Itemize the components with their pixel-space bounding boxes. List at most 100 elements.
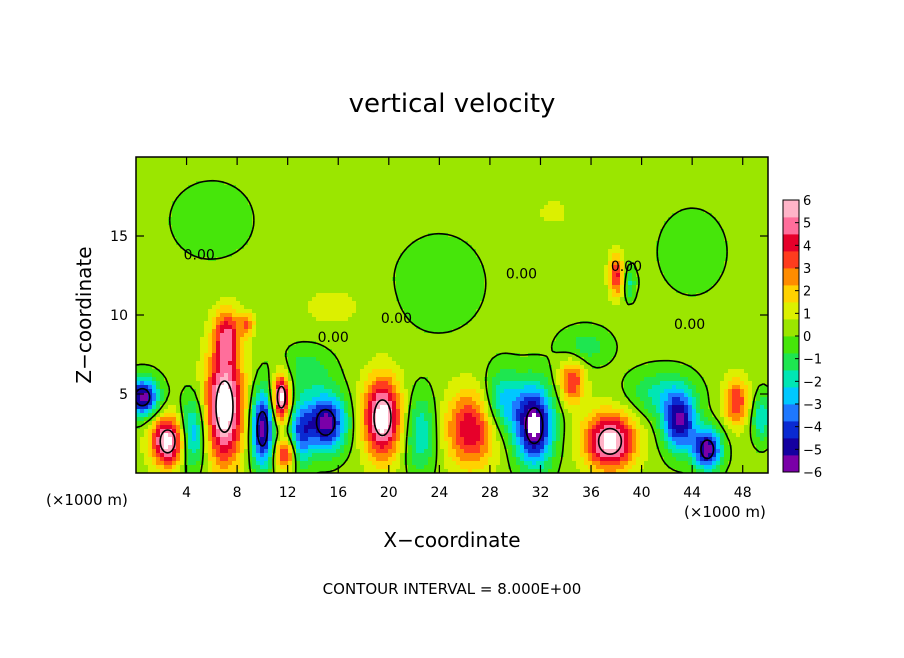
field-cell	[224, 177, 229, 182]
field-cell	[192, 193, 197, 198]
field-cell	[684, 173, 689, 178]
field-cell	[524, 189, 529, 194]
field-cell	[628, 193, 633, 198]
field-cell	[396, 249, 401, 254]
field-cell	[248, 273, 253, 278]
field-cell	[264, 245, 269, 250]
field-cell	[484, 217, 489, 222]
field-cell	[452, 225, 457, 230]
field-cell	[652, 165, 657, 170]
field-cell	[448, 185, 453, 190]
field-cell	[692, 165, 697, 170]
field-cell	[140, 245, 145, 250]
field-cell	[620, 209, 625, 214]
field-cell	[640, 161, 645, 166]
field-cell	[584, 201, 589, 206]
field-cell	[408, 249, 413, 254]
field-cell	[496, 249, 501, 254]
field-cell	[144, 165, 149, 170]
field-cell	[712, 189, 717, 194]
field-cell	[448, 229, 453, 234]
field-cell	[248, 177, 253, 182]
field-cell	[512, 193, 517, 198]
field-cell	[396, 185, 401, 190]
field-cell	[308, 273, 313, 278]
field-cell	[728, 173, 733, 178]
field-cell	[136, 201, 141, 206]
field-cell	[640, 169, 645, 174]
field-cell	[216, 189, 221, 194]
field-cell	[724, 269, 729, 274]
field-cell	[404, 193, 409, 198]
field-cell	[240, 221, 245, 226]
field-cell	[376, 161, 381, 166]
field-cell	[760, 277, 765, 282]
field-cell	[492, 213, 497, 218]
field-cell	[248, 185, 253, 190]
field-cell	[316, 213, 321, 218]
field-cell	[364, 221, 369, 226]
field-cell	[216, 193, 221, 198]
field-cell	[148, 273, 153, 278]
field-cell	[600, 229, 605, 234]
field-cell	[644, 157, 649, 162]
field-cell	[460, 169, 465, 174]
field-cell	[408, 281, 413, 286]
field-cell	[448, 165, 453, 170]
field-cell	[596, 161, 601, 166]
field-cell	[708, 189, 713, 194]
field-cell	[296, 273, 301, 278]
field-cell	[192, 261, 197, 266]
field-cell	[440, 213, 445, 218]
field-cell	[292, 169, 297, 174]
field-cell	[488, 233, 493, 238]
field-cell	[428, 221, 433, 226]
field-cell	[184, 281, 189, 286]
field-cell	[564, 237, 569, 242]
field-cell	[548, 213, 553, 218]
field-cell	[404, 185, 409, 190]
field-cell	[392, 225, 397, 230]
field-cell	[308, 181, 313, 186]
field-cell	[584, 237, 589, 242]
field-cell	[652, 157, 657, 162]
field-cell	[764, 193, 768, 198]
field-cell	[312, 237, 317, 242]
field-cell	[608, 201, 613, 206]
field-cell	[296, 185, 301, 190]
field-cell	[312, 277, 317, 282]
field-cell	[236, 233, 241, 238]
field-cell	[192, 201, 197, 206]
field-cell	[752, 157, 757, 162]
field-cell	[436, 237, 441, 242]
field-cell	[432, 177, 437, 182]
field-cell	[520, 225, 525, 230]
field-cell	[444, 217, 449, 222]
field-cell	[348, 165, 353, 170]
field-cell	[304, 233, 309, 238]
field-cell	[300, 185, 305, 190]
field-cell	[472, 277, 477, 282]
field-cell	[404, 225, 409, 230]
field-cell	[476, 229, 481, 234]
field-cell	[384, 197, 389, 202]
field-cell	[640, 173, 645, 178]
field-cell	[384, 201, 389, 206]
field-cell	[668, 181, 673, 186]
field-cell	[308, 225, 313, 230]
field-cell	[540, 273, 545, 278]
field-cell	[368, 217, 373, 222]
field-cell	[228, 205, 233, 210]
field-cell	[156, 273, 161, 278]
field-cell	[292, 165, 297, 170]
field-cell	[456, 177, 461, 182]
field-cell	[516, 245, 521, 250]
field-cell	[744, 237, 749, 242]
field-cell	[488, 193, 493, 198]
field-cell	[668, 261, 673, 266]
field-cell	[468, 209, 473, 214]
field-cell	[196, 173, 201, 178]
field-cell	[180, 229, 185, 234]
field-cell	[144, 217, 149, 222]
field-cell	[176, 161, 181, 166]
